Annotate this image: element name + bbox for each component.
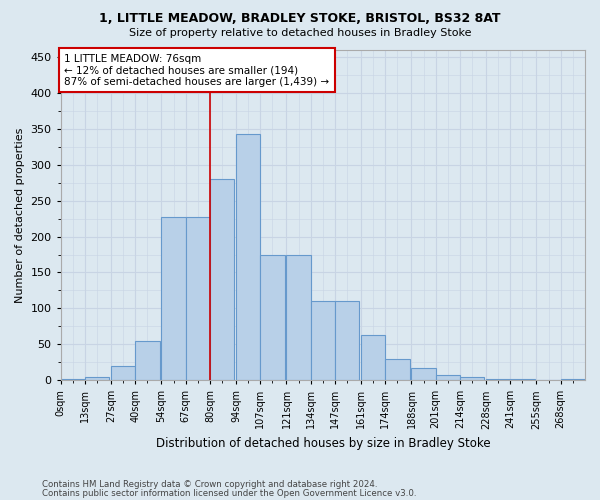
Bar	[236, 134, 260, 380]
Y-axis label: Number of detached properties: Number of detached properties	[15, 128, 25, 303]
X-axis label: Distribution of detached houses by size in Bradley Stoke: Distribution of detached houses by size …	[155, 437, 490, 450]
Text: Size of property relative to detached houses in Bradley Stoke: Size of property relative to detached ho…	[129, 28, 471, 38]
Bar	[412, 368, 436, 380]
Bar	[136, 340, 160, 380]
Bar	[335, 301, 359, 380]
Bar	[486, 378, 511, 380]
Bar	[111, 366, 136, 380]
Bar	[460, 376, 484, 380]
Bar	[186, 216, 210, 380]
Bar	[385, 358, 410, 380]
Bar	[161, 216, 186, 380]
Bar	[436, 375, 460, 380]
Bar	[361, 335, 385, 380]
Bar	[85, 376, 109, 380]
Text: Contains HM Land Registry data © Crown copyright and database right 2024.: Contains HM Land Registry data © Crown c…	[42, 480, 377, 489]
Bar	[61, 378, 85, 380]
Bar	[286, 254, 311, 380]
Bar	[311, 301, 335, 380]
Text: 1 LITTLE MEADOW: 76sqm
← 12% of detached houses are smaller (194)
87% of semi-de: 1 LITTLE MEADOW: 76sqm ← 12% of detached…	[64, 54, 329, 87]
Bar	[210, 179, 234, 380]
Text: 1, LITTLE MEADOW, BRADLEY STOKE, BRISTOL, BS32 8AT: 1, LITTLE MEADOW, BRADLEY STOKE, BRISTOL…	[99, 12, 501, 26]
Bar	[260, 254, 284, 380]
Text: Contains public sector information licensed under the Open Government Licence v3: Contains public sector information licen…	[42, 488, 416, 498]
